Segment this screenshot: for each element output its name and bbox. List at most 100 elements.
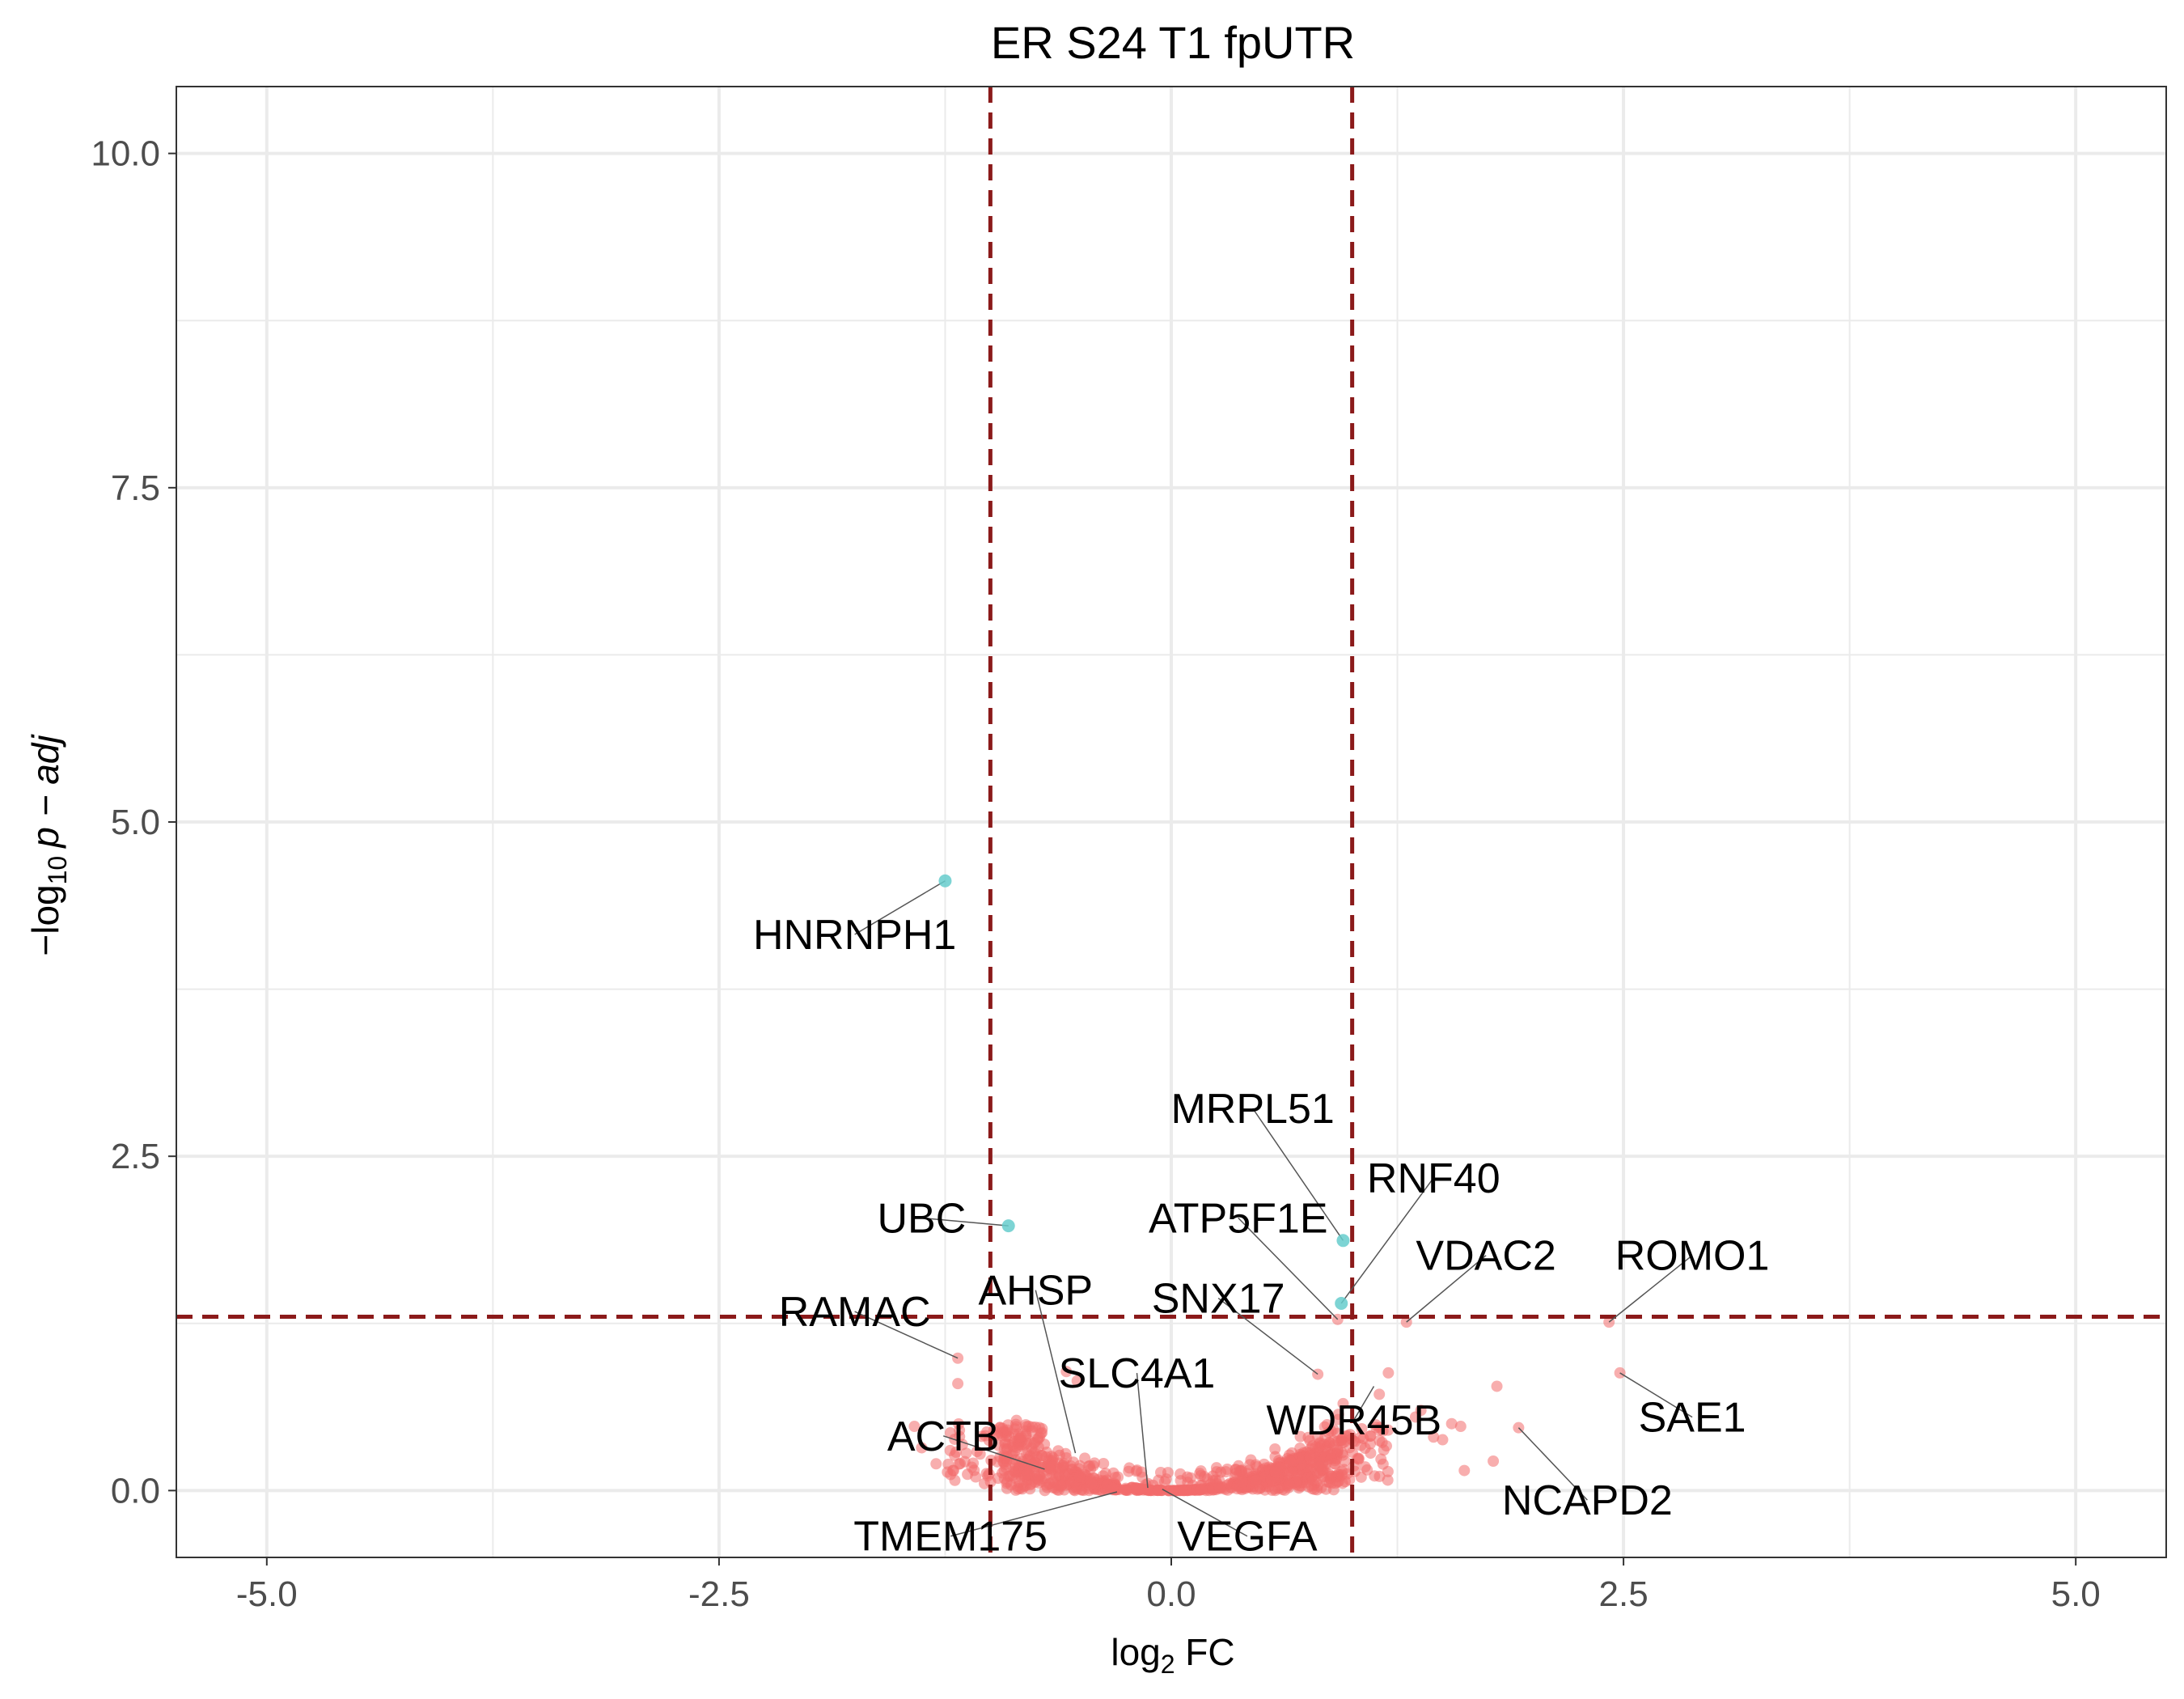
data-point <box>942 1458 954 1470</box>
data-point <box>1210 1462 1222 1474</box>
data-point <box>1352 1452 1364 1464</box>
label-leader-line <box>1136 1373 1149 1489</box>
data-point <box>1294 1430 1306 1443</box>
gene-label: RNF40 <box>1367 1155 1500 1202</box>
x-axis-label: log2 FC <box>1111 1631 1234 1679</box>
data-point <box>1355 1471 1367 1483</box>
data-point <box>1337 1397 1349 1409</box>
data-point <box>992 1455 1004 1468</box>
data-point <box>1176 1485 1188 1497</box>
data-point <box>1318 1421 1331 1433</box>
data-point <box>1369 1419 1382 1431</box>
gene-label: RAMAC <box>779 1289 931 1336</box>
data-point <box>1377 1458 1389 1470</box>
data-point <box>967 1457 980 1469</box>
x-tick-label: -2.5 <box>688 1574 750 1614</box>
significant-point <box>938 874 952 888</box>
data-point <box>1285 1455 1297 1468</box>
y-label-prefix: −log <box>24 884 66 955</box>
data-point <box>1378 1444 1390 1456</box>
data-point <box>1365 1438 1376 1450</box>
label-leader-line <box>1517 1427 1588 1501</box>
data-point <box>1269 1466 1281 1478</box>
label-leader-line <box>921 1217 1009 1227</box>
data-point <box>1356 1422 1368 1434</box>
label-leader-line <box>1252 1108 1344 1241</box>
threshold-lines <box>176 87 2166 1557</box>
data-point <box>1043 1462 1056 1474</box>
data-point <box>954 1424 966 1436</box>
label-leader-line <box>1238 1217 1339 1320</box>
data-point <box>1021 1468 1033 1481</box>
x-axis-ticks: -5.0 -2.5 0.0 2.5 5.0 <box>236 1557 2101 1614</box>
label-leader-line <box>942 1435 1045 1470</box>
data-point <box>1012 1483 1024 1495</box>
label-leader-line <box>1035 1290 1077 1454</box>
gene-label: HNRNPH1 <box>753 912 956 959</box>
y-tick-label: 0.0 <box>111 1471 160 1510</box>
data-point <box>1084 1473 1096 1485</box>
data-point <box>952 1378 964 1390</box>
data-point <box>1339 1455 1351 1467</box>
data-point <box>1040 1451 1052 1463</box>
data-point <box>1067 1456 1079 1468</box>
data-point <box>1030 1470 1042 1482</box>
data-point <box>1181 1471 1193 1483</box>
data-point <box>1328 1458 1340 1470</box>
data-point <box>1026 1442 1038 1454</box>
y-label-sub: 10 <box>43 856 72 885</box>
data-point <box>1098 1458 1110 1470</box>
label-leader-line <box>1353 1386 1375 1421</box>
gene-label: VEGFA <box>1177 1514 1318 1561</box>
data-point <box>945 1468 957 1481</box>
data-point <box>1313 1456 1325 1468</box>
data-point <box>1312 1442 1324 1454</box>
data-point <box>1033 1421 1045 1434</box>
data-point <box>908 1421 921 1433</box>
data-point <box>991 1429 1003 1441</box>
data-point <box>978 1477 990 1489</box>
data-point <box>1196 1484 1208 1496</box>
data-point <box>1236 1476 1248 1488</box>
data-point <box>1012 1442 1024 1454</box>
label-leader-line <box>1162 1489 1248 1537</box>
chart-title: ER S24 T1 fpUTR <box>991 17 1355 68</box>
gene-label: SAE1 <box>1639 1395 1746 1442</box>
x-tick-label: -5.0 <box>236 1574 298 1614</box>
x-label-main: log <box>1111 1631 1160 1673</box>
x-tick-label: 5.0 <box>2051 1574 2101 1614</box>
data-point <box>960 1447 972 1460</box>
significant-point <box>1336 1234 1350 1248</box>
data-point <box>954 1458 966 1470</box>
data-point <box>971 1446 983 1458</box>
data-point <box>1437 1434 1449 1446</box>
y-tick-label: 7.5 <box>111 468 160 508</box>
data-point <box>1491 1380 1503 1392</box>
label-leader-line <box>950 1491 1118 1537</box>
data-point <box>1409 1411 1421 1423</box>
gene-label: MRPL51 <box>1170 1086 1334 1133</box>
gene-label: UBC <box>877 1195 966 1242</box>
data-point <box>1332 1409 1344 1421</box>
y-label-rest: p − adj <box>24 734 66 850</box>
data-point <box>998 1464 1010 1477</box>
data-point <box>1055 1480 1067 1492</box>
data-point <box>1007 1469 1019 1481</box>
data-point <box>1283 1477 1295 1489</box>
data-point <box>1071 1375 1083 1387</box>
data-point <box>1340 1476 1352 1488</box>
data-point <box>1052 1445 1064 1457</box>
data-point <box>1230 1467 1242 1479</box>
gene-label: NCAPD2 <box>1502 1477 1673 1524</box>
data-point <box>1338 1464 1350 1476</box>
data-point <box>1458 1464 1471 1477</box>
data-point <box>1107 1467 1120 1479</box>
x-tick-label: 2.5 <box>1599 1574 1649 1614</box>
gene-label: VDAC2 <box>1416 1233 1555 1280</box>
data-point <box>1060 1366 1073 1378</box>
gene-label: ACTB <box>887 1413 1000 1460</box>
data-point <box>1428 1431 1440 1443</box>
gene-label: SNX17 <box>1152 1276 1285 1323</box>
data-point <box>980 1430 992 1442</box>
label-leader-line <box>1608 1255 1693 1323</box>
